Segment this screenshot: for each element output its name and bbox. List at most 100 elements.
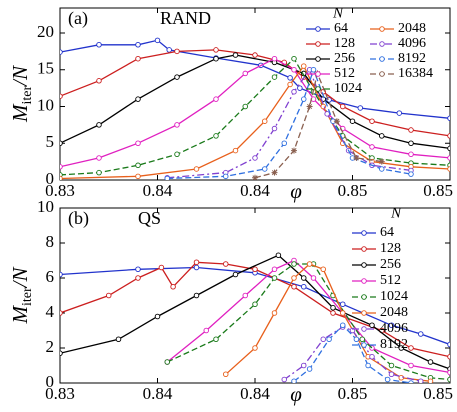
marker <box>60 310 63 316</box>
marker <box>340 301 346 308</box>
marker <box>213 55 219 62</box>
y-label-part: /N <box>8 65 32 87</box>
y-tick-label: 6 <box>46 267 55 286</box>
marker <box>388 322 395 329</box>
marker <box>388 371 395 378</box>
marker <box>271 74 278 80</box>
marker <box>330 310 336 316</box>
marker <box>213 336 219 343</box>
marker <box>154 37 161 44</box>
marker <box>96 42 102 48</box>
marker <box>297 85 303 91</box>
marker <box>306 366 313 372</box>
legend-marker <box>361 230 367 236</box>
marker <box>291 261 297 267</box>
legend-label: 1024 <box>380 289 408 304</box>
x-tick-label: 0.84 <box>240 384 270 403</box>
marker <box>291 284 297 290</box>
marker <box>135 96 141 102</box>
legend-marker <box>315 26 321 32</box>
legend-marker <box>361 246 367 252</box>
marker <box>408 171 414 177</box>
marker <box>158 264 165 271</box>
marker <box>193 166 200 172</box>
marker <box>418 331 424 337</box>
x-tick-label: 0.85 <box>423 384 453 403</box>
marker <box>174 122 180 128</box>
marker <box>60 93 63 99</box>
marker <box>242 292 248 299</box>
data-area <box>60 37 450 180</box>
marker <box>271 266 278 273</box>
marker <box>222 261 229 267</box>
legend-marker <box>315 56 321 62</box>
legend-label: 1024 <box>334 81 362 96</box>
marker <box>252 52 258 58</box>
marker <box>252 266 258 273</box>
marker <box>291 89 297 95</box>
x-axis-label: φ <box>290 382 302 406</box>
y-tick-label: 8 <box>46 232 55 251</box>
marker <box>135 275 141 281</box>
panel-label: (a) <box>68 8 88 29</box>
marker <box>447 155 450 161</box>
marker <box>301 63 307 69</box>
marker <box>291 275 297 281</box>
legend-label: 8192 <box>380 337 408 352</box>
marker <box>193 292 200 299</box>
marker <box>271 310 278 316</box>
marker <box>242 70 248 77</box>
marker <box>301 284 307 290</box>
marker <box>174 74 180 80</box>
legend-marker <box>361 294 367 300</box>
marker <box>301 362 307 369</box>
marker <box>447 115 450 122</box>
marker <box>408 140 414 146</box>
y-tick-label: 0 <box>46 372 55 391</box>
y-tick-label: 15 <box>37 59 54 78</box>
legend-label: 256 <box>334 51 355 66</box>
marker <box>60 175 63 180</box>
marker <box>408 380 414 383</box>
legend-marker <box>379 26 385 32</box>
marker <box>242 103 248 110</box>
marker <box>447 166 450 172</box>
marker <box>447 133 450 139</box>
x-axis-label: φ <box>290 179 302 203</box>
marker <box>174 151 180 158</box>
legend-label: 128 <box>334 36 355 51</box>
panel-annotation: RAND <box>160 8 211 28</box>
marker <box>365 362 371 369</box>
y-label-part: iter <box>20 287 35 306</box>
marker <box>193 259 200 266</box>
marker <box>154 313 161 320</box>
y-tick-label: 5 <box>46 132 55 151</box>
marker <box>213 133 219 139</box>
marker <box>252 345 258 351</box>
x-tick-label: 0.85 <box>338 384 368 403</box>
series-line <box>60 49 450 137</box>
marker <box>135 162 141 169</box>
marker <box>408 151 414 158</box>
marker <box>135 42 141 48</box>
marker <box>306 261 313 267</box>
marker <box>427 378 434 383</box>
marker <box>320 336 327 343</box>
y-tick-label: 4 <box>46 302 55 321</box>
legend-marker <box>361 278 367 284</box>
marker <box>213 96 219 102</box>
marker <box>164 175 170 180</box>
legend-label: 4096 <box>398 36 426 51</box>
marker <box>306 103 313 110</box>
marker <box>427 359 434 365</box>
marker <box>271 169 278 176</box>
marker <box>369 322 375 329</box>
marker <box>203 327 209 334</box>
marker <box>96 78 102 84</box>
legend-label: 64 <box>380 225 394 240</box>
y-axis-label: Miter/N <box>8 65 35 123</box>
marker <box>310 275 317 281</box>
marker <box>418 378 424 383</box>
marker <box>174 48 180 55</box>
marker <box>408 362 414 369</box>
